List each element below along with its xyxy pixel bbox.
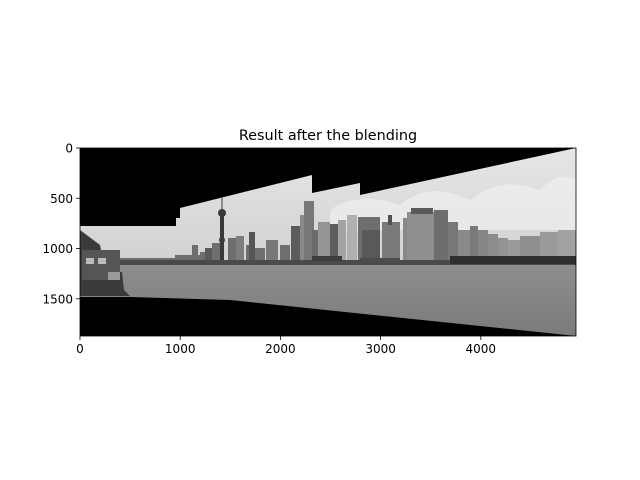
plot-area [80,148,576,336]
y-tick-label: 1000 [42,242,73,256]
mask-bottom [80,297,576,336]
x-tick-label: 3000 [365,342,396,356]
y-axis: 0 500 1000 1500 [42,142,80,306]
waterfront [80,260,576,265]
x-tick-label: 0 [76,342,84,356]
mask-top [80,148,576,226]
ship [360,258,400,262]
x-tick-label: 1000 [165,342,196,356]
axes-frame [79,147,577,337]
chart-title: Result after the blending [239,128,417,144]
y-tick-label: 1500 [42,292,73,306]
ship [450,256,576,264]
ship [312,256,342,261]
y-tick-label: 0 [65,142,73,156]
x-tick-label: 4000 [466,342,497,356]
x-tick-label: 2000 [265,342,296,356]
foreground-boat [80,230,130,296]
x-axis: 0 1000 2000 3000 4000 [76,336,496,356]
y-tick-label: 500 [50,192,73,206]
